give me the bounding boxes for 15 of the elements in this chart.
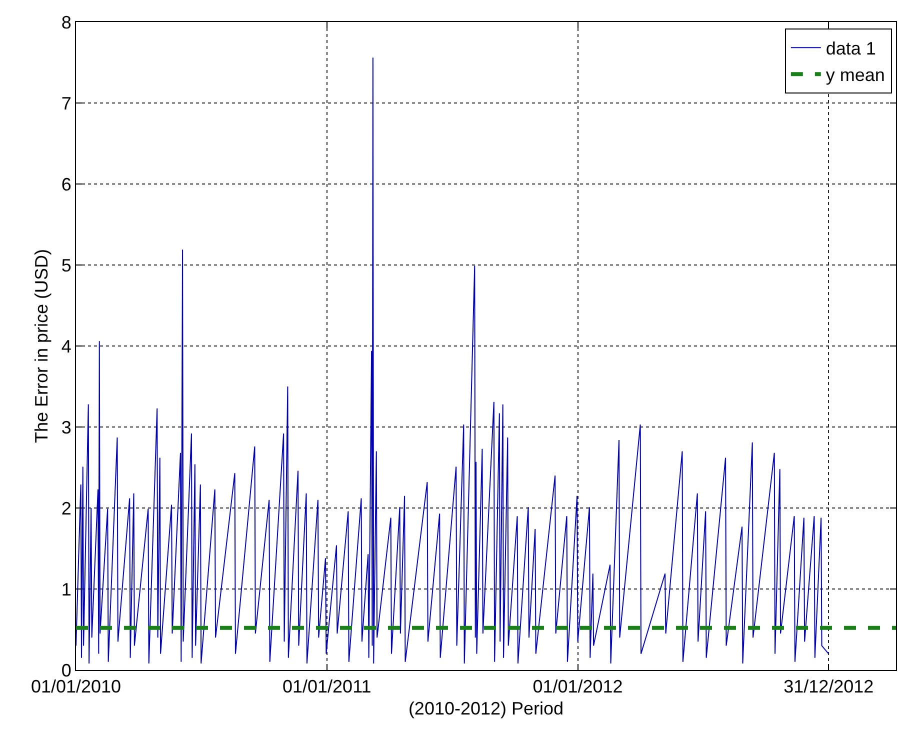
y-tick-label: 5 [61,255,72,276]
y-axis-title: The Error in price (USD) [32,248,52,444]
y-tick-label: 1 [61,579,72,600]
y-tick-label: 7 [61,93,72,114]
y-tick-label: 6 [61,174,72,194]
x-tick-label: 01/01/2011 [282,676,372,697]
x-tick-label: 31/12/2012 [784,676,874,697]
y-tick-label: 4 [61,336,72,356]
x-axis-title: (2010-2012) Period [408,698,564,719]
y-tick-label: 8 [61,12,72,32]
x-tick-label: 01/01/2012 [532,676,623,697]
legend-label: data 1 [826,38,876,59]
y-tick-label: 3 [61,417,72,438]
y-tick-label: 2 [61,498,72,518]
legend-label: y mean [826,65,885,86]
